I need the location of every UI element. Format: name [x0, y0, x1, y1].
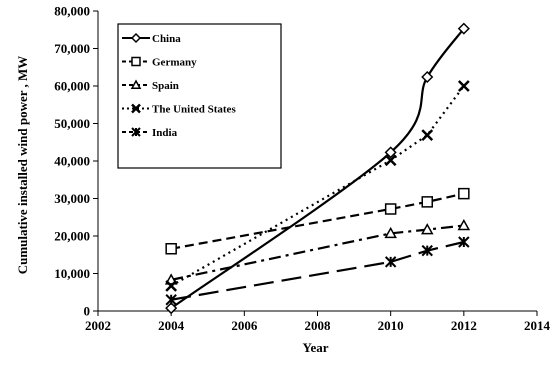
x-tick-label: 2004 [158, 318, 185, 333]
legend-box [117, 23, 282, 169]
legend-marker [130, 79, 142, 89]
data-point [421, 244, 433, 257]
legend-label: China [152, 33, 181, 45]
x-tick-label: 2006 [231, 318, 258, 333]
y-tick-label: 40,000 [54, 154, 90, 169]
data-point [384, 203, 397, 215]
legend-marker [131, 127, 141, 137]
legend-label: Spain [152, 80, 179, 92]
data-point [420, 223, 434, 235]
legend-label: Germany [152, 57, 197, 69]
data-point [457, 22, 470, 35]
series-line [170, 192, 465, 250]
x-tick-label: 2002 [85, 318, 111, 333]
y-tick-label: 80,000 [54, 4, 90, 19]
legend-label: India [152, 127, 178, 139]
data-point [421, 129, 434, 142]
data-point [165, 302, 178, 315]
y-tick-label: 50,000 [54, 116, 90, 131]
legend-marker [130, 32, 142, 44]
x-tick-label: 2008 [305, 318, 332, 333]
data-point [421, 196, 433, 208]
y-tick-label: 10,000 [54, 266, 90, 281]
data-point [421, 70, 434, 84]
x-tick-label: 2014 [524, 318, 551, 333]
y-tick-label: 30,000 [54, 191, 90, 206]
y-axis-title: Cumulative installed wind power , MW [15, 56, 30, 275]
x-tick-label: 2012 [451, 318, 477, 333]
data-point [458, 187, 470, 200]
series-line [170, 85, 465, 287]
y-tick-label: 20,000 [54, 229, 90, 244]
series-germany [165, 187, 470, 255]
series-the-united-states [165, 80, 470, 292]
data-point [384, 226, 397, 239]
data-point [165, 243, 177, 255]
data-point [384, 146, 397, 159]
data-point [457, 80, 470, 92]
legend-label: The United States [152, 104, 236, 116]
series-line [170, 224, 464, 281]
data-point [384, 154, 397, 167]
data-point [384, 256, 397, 268]
legend-marker [131, 56, 141, 67]
legend: China Germany Spain The United States India [117, 23, 282, 169]
y-tick-label: 70,000 [54, 41, 90, 56]
series-india [165, 236, 470, 306]
data-point [165, 279, 178, 292]
data-point [458, 236, 470, 248]
x-tick-label: 2010 [378, 318, 404, 333]
series-line [170, 240, 465, 301]
data-point [457, 218, 471, 231]
y-tick-label: 0 [84, 304, 91, 319]
x-axis-ticks: 2002 2004 2006 2008 2010 2012 2014 [85, 311, 551, 333]
series-china [165, 22, 470, 315]
series-line [170, 27, 465, 310]
legend-marker [131, 103, 141, 114]
x-axis-title: Year [303, 340, 329, 355]
y-axis-ticks: 0 10,000 20,000 30,000 40,000 50,000 60,000 70,… [54, 4, 98, 319]
y-tick-label: 60,000 [54, 79, 90, 94]
series-layer [164, 22, 471, 315]
data-point [165, 294, 177, 306]
